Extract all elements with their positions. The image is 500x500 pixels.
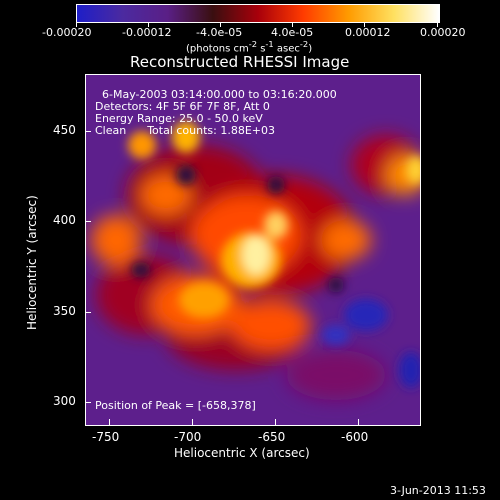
- info-line: Clean Total counts: 1.88E+03: [95, 124, 276, 137]
- x-tick: [192, 419, 193, 425]
- y-tick-label: 350: [53, 304, 76, 318]
- colorbar-units: (photons cm-2 s-1 asec-2): [186, 39, 313, 55]
- colorbar-tick-label: 0.00012: [345, 26, 391, 39]
- colorbar-tick-label: -4.0e-05: [196, 26, 243, 39]
- y-tick: [85, 131, 91, 132]
- colorbar-tick: [76, 22, 77, 27]
- colorbar-tick: [364, 22, 365, 27]
- peak-position-label: Position of Peak = [-658,378]: [95, 399, 256, 412]
- y-tick-label: 400: [53, 213, 76, 227]
- colorbar-tick: [292, 22, 293, 27]
- image-title: Reconstructed RHESSI Image: [130, 53, 350, 71]
- x-tick-label: -600: [341, 430, 369, 444]
- colorbar-tick-label: 0.00020: [420, 26, 466, 39]
- info-line: Energy Range: 25.0 - 50.0 keV: [95, 112, 263, 125]
- colorbar-tick: [148, 22, 149, 27]
- image-panel: 6-May-2003 03:14:00.000 to 03:16:20.000 …: [85, 74, 421, 426]
- x-tick: [275, 419, 276, 425]
- y-tick: [85, 221, 91, 222]
- colorbar-tick: [220, 22, 221, 27]
- x-axis-label: Heliocentric X (arcsec): [174, 446, 310, 460]
- info-line: 6-May-2003 03:14:00.000 to 03:16:20.000: [102, 88, 337, 101]
- x-tick-label: -750: [92, 430, 120, 444]
- colorbar-gradient: [77, 5, 439, 22]
- colorbar: [76, 4, 440, 23]
- rhessi-heatmap: [86, 75, 420, 425]
- y-tick: [85, 402, 91, 403]
- colorbar-tick-label: -0.00020: [42, 26, 92, 39]
- x-tick-label: -650: [258, 430, 286, 444]
- y-axis-label: Heliocentric Y (arcsec): [25, 195, 39, 330]
- info-line: Detectors: 4F 5F 6F 7F 8F, Att 0: [95, 100, 270, 113]
- x-tick-label: -700: [174, 430, 202, 444]
- colorbar-tick-label: 4.0e-05: [271, 26, 314, 39]
- y-tick-label: 450: [53, 123, 76, 137]
- x-tick: [109, 419, 110, 425]
- x-tick: [358, 419, 359, 425]
- y-tick: [85, 312, 91, 313]
- y-tick-label: 300: [53, 394, 76, 408]
- colorbar-tick-label: -0.00012: [122, 26, 172, 39]
- colorbar-tick: [437, 22, 438, 27]
- footer-date: 3-Jun-2013 11:53: [390, 484, 486, 497]
